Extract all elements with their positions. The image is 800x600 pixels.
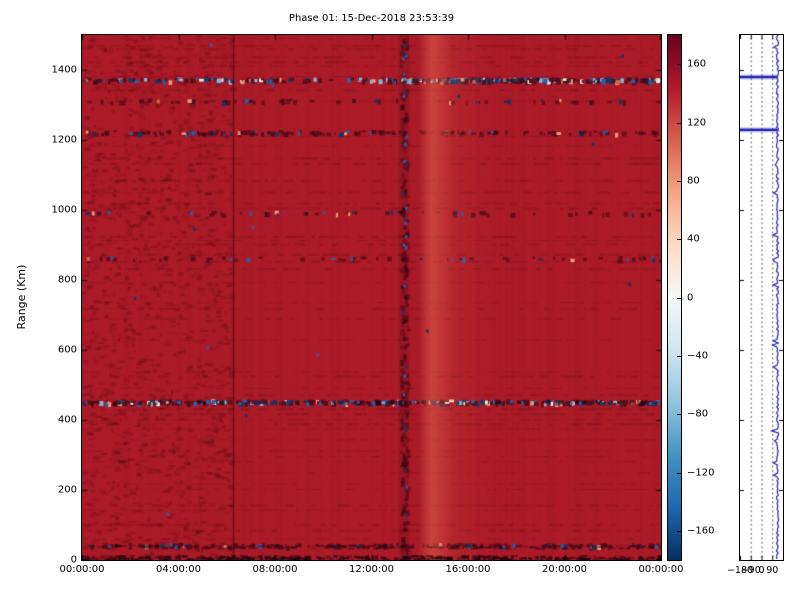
side-panel-canvas — [739, 34, 784, 561]
colorbar-tick-label: 80 — [687, 175, 700, 187]
colorbar-tick-mark — [677, 239, 681, 240]
y-tick-label: 1000 — [51, 204, 77, 216]
colorbar-tick-label: 120 — [687, 117, 707, 128]
y-tick-label: 1400 — [51, 64, 77, 76]
colorbar-tick-label: −80 — [687, 408, 709, 420]
y-tick-label: 1200 — [51, 134, 77, 146]
colorbar-tick-mark — [677, 356, 681, 357]
x-tick-label: 04:00:00 — [156, 564, 201, 575]
y-tick-label: 400 — [57, 414, 77, 426]
colorbar-tick-mark — [677, 414, 681, 415]
colorbar-tick-label: −40 — [687, 350, 709, 362]
colorbar-gradient — [667, 34, 682, 561]
plot-title: Phase 01: 15-Dec-2018 23:53:39 — [288, 13, 455, 24]
colorbar-tick-label: 0 — [687, 292, 694, 303]
colorbar-tick-label: 160 — [687, 58, 707, 70]
x-tick-label: 20:00:00 — [542, 564, 587, 575]
x-tick-label: 00:00:00 — [638, 564, 684, 575]
colorbar-tick-mark — [677, 531, 681, 532]
x-tick-label: 16:00:00 — [445, 564, 491, 575]
x-tick-label: 12:00:00 — [349, 564, 394, 575]
heatmap-canvas — [81, 34, 662, 561]
y-tick-label: 800 — [57, 274, 77, 286]
colorbar-tick-mark — [677, 64, 681, 65]
colorbar-tick-mark — [677, 181, 681, 182]
colorbar-tick-mark — [677, 473, 681, 474]
y-tick-label: 600 — [57, 344, 77, 356]
x-tick-label: 00:00:00 — [59, 564, 105, 575]
colorbar-tick-mark — [677, 123, 681, 124]
side-panel-tick-label: −90 — [740, 565, 761, 576]
y-tick-label: 0 — [70, 554, 77, 566]
colorbar-tick-label: 40 — [687, 233, 700, 245]
y-tick-label: 200 — [57, 484, 77, 496]
side-panel-tick-label: −180 — [726, 565, 754, 576]
colorbar-tick-label: −120 — [687, 467, 715, 478]
side-panel-tick-label: 0 — [758, 565, 765, 576]
y-axis-label: Range (Km) — [15, 264, 28, 330]
colorbar-tick-mark — [677, 298, 681, 299]
side-panel-tick-label: 90 — [766, 565, 779, 576]
x-tick-label: 08:00:00 — [252, 564, 298, 575]
colorbar-tick-label: −160 — [687, 525, 715, 537]
